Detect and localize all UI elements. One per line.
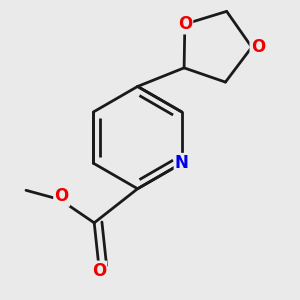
Text: O: O	[251, 38, 265, 56]
Text: O: O	[55, 188, 69, 206]
Text: N: N	[175, 154, 189, 172]
Text: O: O	[178, 15, 192, 33]
Text: O: O	[92, 262, 106, 280]
